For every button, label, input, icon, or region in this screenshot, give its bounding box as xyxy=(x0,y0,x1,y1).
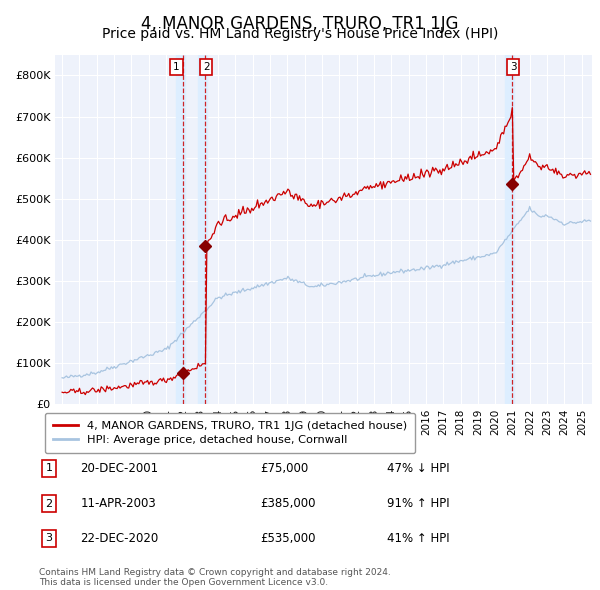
Text: 2: 2 xyxy=(203,62,209,72)
Text: 1: 1 xyxy=(173,62,179,72)
Bar xyxy=(176,55,185,404)
Legend: 4, MANOR GARDENS, TRURO, TR1 1JG (detached house), HPI: Average price, detached : 4, MANOR GARDENS, TRURO, TR1 1JG (detach… xyxy=(44,413,415,453)
Text: 3: 3 xyxy=(510,62,517,72)
Text: 91% ↑ HPI: 91% ↑ HPI xyxy=(387,497,449,510)
Text: 47% ↓ HPI: 47% ↓ HPI xyxy=(387,461,449,474)
Text: 41% ↑ HPI: 41% ↑ HPI xyxy=(387,532,449,545)
Bar xyxy=(505,55,514,404)
Text: 4, MANOR GARDENS, TRURO, TR1 1JG: 4, MANOR GARDENS, TRURO, TR1 1JG xyxy=(141,15,459,33)
Text: 3: 3 xyxy=(46,533,52,543)
Text: £535,000: £535,000 xyxy=(260,532,316,545)
Bar xyxy=(198,55,207,404)
Text: 20-DEC-2001: 20-DEC-2001 xyxy=(80,461,158,474)
Text: £385,000: £385,000 xyxy=(260,497,316,510)
Text: 2: 2 xyxy=(46,499,52,509)
Text: Contains HM Land Registry data © Crown copyright and database right 2024.
This d: Contains HM Land Registry data © Crown c… xyxy=(39,568,391,587)
Text: 22-DEC-2020: 22-DEC-2020 xyxy=(80,532,158,545)
Text: Price paid vs. HM Land Registry's House Price Index (HPI): Price paid vs. HM Land Registry's House … xyxy=(102,27,498,41)
Text: 11-APR-2003: 11-APR-2003 xyxy=(80,497,156,510)
Text: £75,000: £75,000 xyxy=(260,461,308,474)
Text: 1: 1 xyxy=(46,463,52,473)
